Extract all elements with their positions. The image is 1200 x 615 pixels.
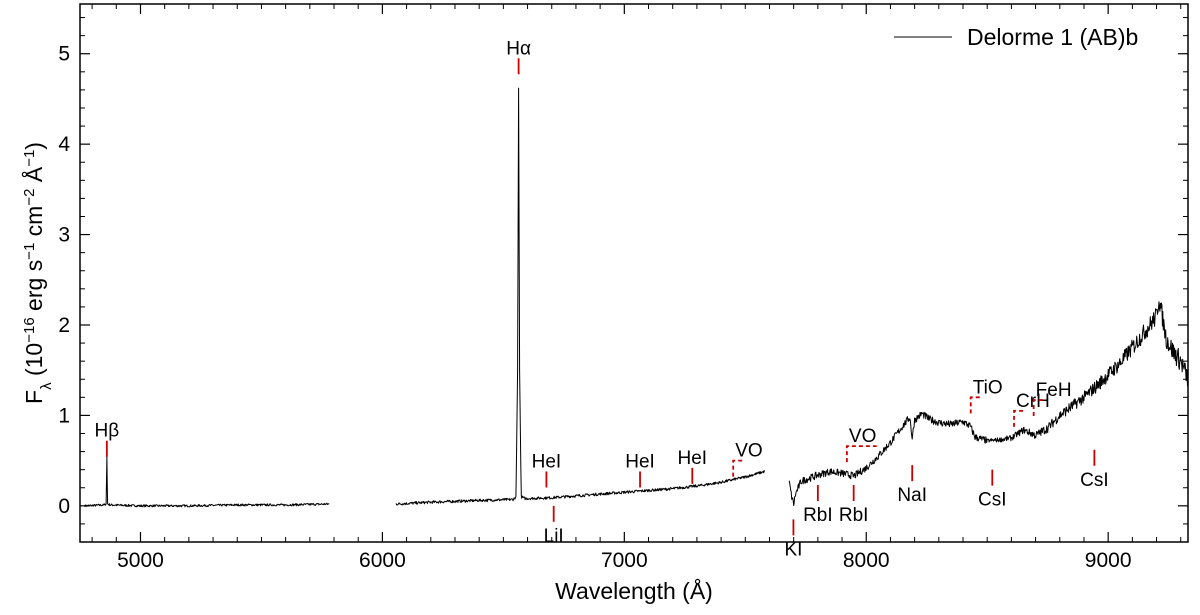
y-tick-label: 3 (58, 224, 70, 247)
line-marker-bracket (732, 459, 744, 477)
y-tick-label: 2 (58, 314, 70, 337)
spectrum-segment (84, 455, 330, 508)
line-marker: FeH (1032, 380, 1072, 417)
line-marker: HeI (532, 451, 562, 488)
line-marker-label: RbI (803, 505, 833, 526)
y-axis-title-text3: cm (21, 206, 47, 243)
line-marker: Hα (506, 38, 531, 75)
line-marker: TiO (969, 377, 1003, 414)
line-marker-label: Hβ (95, 421, 120, 442)
x-tick-label: 9000 (1085, 549, 1132, 572)
x-axis-title: Wavelength (Å) (555, 577, 713, 604)
line-marker-label: KI (784, 539, 802, 560)
line-marker-label: VO (849, 426, 876, 447)
line-marker: CsI (1080, 449, 1109, 491)
x-tick-label: 7000 (601, 549, 648, 572)
line-marker-bracket (1032, 399, 1044, 417)
plot-frame (79, 3, 1189, 543)
y-axis-title-exp1: −16 (21, 317, 38, 342)
line-marker: VO (732, 441, 763, 477)
line-marker-label: HeI (532, 451, 562, 472)
y-axis-title-sub: λ (38, 382, 55, 390)
line-marker-label: CsI (978, 490, 1007, 511)
line-marker: VO (845, 426, 877, 463)
y-axis-title-text5: ) (21, 142, 47, 150)
x-axis-ticks: 5000 6000 7000 8000 9000 (91, 4, 1182, 572)
x-tick-label: 5000 (117, 549, 164, 572)
y-axis-ticks: 0 1 2 3 4 5 (58, 17, 1188, 525)
y-axis-title-exp3: −2 (21, 189, 38, 206)
line-marker: CsI (978, 469, 1007, 511)
line-marker-label: HeI (625, 451, 655, 472)
legend-label: Delorme 1 (AB)b (967, 24, 1138, 50)
y-tick-label: 0 (58, 495, 70, 518)
line-marker: KI (784, 519, 802, 560)
line-marker: RbI (803, 485, 833, 526)
line-marker-bracket (1013, 409, 1025, 427)
line-marker: LiI (544, 505, 564, 547)
series-layer (84, 87, 1189, 508)
y-axis-title: Fλ (10−16 erg s−1 cm−2 Å−1) (20, 142, 55, 404)
line-marker-label: Hα (506, 38, 531, 59)
line-marker-label: LiI (544, 526, 564, 547)
line-marker: RbI (839, 485, 869, 526)
y-axis-title-exp4: −1 (21, 150, 38, 167)
line-marker-label: RbI (839, 505, 869, 526)
line-marker-label: FeH (1036, 380, 1072, 401)
y-axis-title-text4: Å (20, 166, 47, 188)
spectrum-segment (788, 301, 1189, 507)
y-axis-title-text1: (10 (21, 343, 47, 383)
line-marker: Hβ (95, 421, 120, 457)
y-axis-title-exp2: −1 (21, 243, 38, 260)
line-marker-label: TiO (973, 377, 1003, 398)
line-marker: HeI (625, 451, 655, 488)
line-marker: NaI (897, 465, 927, 506)
y-tick-label: 5 (58, 43, 70, 66)
y-axis-title-text2: erg s (21, 260, 47, 318)
line-marker-label: HeI (678, 448, 708, 469)
line-marker-bracket (969, 396, 982, 414)
line-marker-bracket (845, 445, 877, 463)
x-tick-label: 8000 (843, 549, 890, 572)
spectrum-segment (395, 87, 766, 506)
line-marker-label: CsI (1080, 470, 1109, 491)
line-marker-label: NaI (897, 485, 927, 506)
y-tick-label: 4 (58, 133, 70, 156)
x-tick-label: 6000 (359, 549, 406, 572)
line-marker-label: VO (735, 441, 762, 462)
y-tick-label: 1 (58, 404, 70, 427)
legend: Delorme 1 (AB)b (894, 24, 1138, 50)
line-marker: HeI (678, 448, 708, 484)
y-axis-title-base: F (21, 390, 47, 404)
